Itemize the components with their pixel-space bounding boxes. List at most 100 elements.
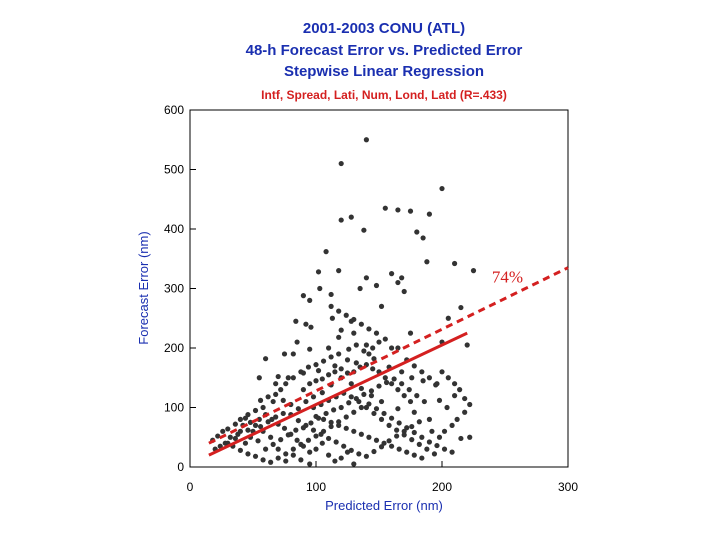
y-tick-label: 0 xyxy=(177,460,184,474)
data-point xyxy=(303,398,309,405)
data-point xyxy=(319,440,325,446)
data-point xyxy=(368,393,375,399)
data-point xyxy=(452,260,458,267)
data-point xyxy=(449,422,455,428)
data-point xyxy=(434,442,440,449)
data-point xyxy=(462,409,468,415)
data-point xyxy=(278,387,284,393)
data-point xyxy=(294,437,300,443)
data-point xyxy=(260,404,266,411)
data-point xyxy=(336,308,342,314)
chart-title-line-2: 48-h Forecast Error vs. Predicted Error xyxy=(245,42,523,59)
data-point xyxy=(357,285,363,292)
data-point xyxy=(411,363,417,369)
data-point xyxy=(454,416,460,422)
data-point xyxy=(275,373,281,380)
data-point xyxy=(317,285,323,292)
data-point xyxy=(263,356,269,362)
data-point xyxy=(411,452,417,458)
chart-subtitle: Intf, Spread, Lati, Num, Lond, Latd (R=.… xyxy=(261,88,507,102)
data-point xyxy=(252,453,259,459)
data-point xyxy=(315,269,322,275)
data-point xyxy=(293,427,299,433)
data-point xyxy=(382,375,388,381)
data-point xyxy=(343,414,349,420)
data-point xyxy=(363,342,369,348)
data-point xyxy=(373,330,380,336)
data-point xyxy=(281,351,288,357)
data-point xyxy=(308,324,314,330)
data-point xyxy=(452,393,458,399)
y-tick-label: 200 xyxy=(164,341,184,355)
data-point xyxy=(295,417,301,424)
data-point xyxy=(394,433,400,439)
data-point xyxy=(416,441,422,447)
data-point xyxy=(431,451,438,457)
data-point xyxy=(252,407,259,414)
data-point xyxy=(242,440,249,446)
data-point xyxy=(426,211,432,217)
data-point xyxy=(307,449,313,455)
data-point xyxy=(399,275,405,281)
data-point xyxy=(407,330,414,336)
data-point xyxy=(245,451,251,457)
data-point xyxy=(283,451,289,457)
data-point xyxy=(351,330,357,336)
data-point xyxy=(310,427,317,433)
data-point xyxy=(227,434,233,440)
data-point xyxy=(401,393,407,399)
data-point xyxy=(319,390,325,396)
data-point xyxy=(452,381,458,387)
data-point xyxy=(416,419,422,425)
data-point xyxy=(391,376,397,382)
data-point xyxy=(255,438,261,444)
data-point xyxy=(338,217,344,223)
data-point xyxy=(300,443,306,449)
data-point xyxy=(295,406,301,412)
data-point xyxy=(320,416,327,422)
data-point xyxy=(257,397,264,403)
percent-annotation: 74% xyxy=(492,268,523,287)
y-tick-label: 300 xyxy=(164,282,184,296)
data-point xyxy=(265,419,271,425)
data-point xyxy=(449,449,455,455)
data-point xyxy=(470,268,477,274)
data-point xyxy=(395,345,401,351)
data-point xyxy=(381,410,387,417)
data-point xyxy=(363,453,369,459)
data-point xyxy=(366,326,372,332)
data-point xyxy=(333,439,339,445)
data-point xyxy=(332,458,338,464)
x-axis-label: Predicted Error (nm) xyxy=(325,498,443,513)
data-point xyxy=(420,235,426,241)
data-point xyxy=(401,428,407,434)
data-point xyxy=(273,391,279,398)
data-point xyxy=(336,268,342,274)
data-point xyxy=(370,345,376,351)
data-point xyxy=(368,388,375,394)
data-point xyxy=(351,316,357,323)
data-point xyxy=(389,443,395,449)
data-point xyxy=(257,423,264,430)
data-point xyxy=(290,351,296,357)
data-point xyxy=(445,315,451,321)
data-point xyxy=(220,428,226,434)
data-point xyxy=(285,375,291,381)
data-point xyxy=(338,404,344,411)
data-point xyxy=(351,428,357,434)
data-point xyxy=(414,393,420,399)
data-point xyxy=(467,434,473,440)
data-point xyxy=(242,415,249,421)
data-point xyxy=(407,398,414,405)
data-point xyxy=(273,414,279,420)
data-point xyxy=(332,369,338,375)
data-point xyxy=(351,461,357,467)
data-point xyxy=(307,461,313,467)
data-point xyxy=(356,451,362,457)
data-point xyxy=(363,404,369,411)
data-point xyxy=(376,339,382,345)
data-point xyxy=(275,446,281,452)
data-point xyxy=(407,208,414,214)
data-point xyxy=(409,437,415,443)
data-point xyxy=(396,446,402,452)
